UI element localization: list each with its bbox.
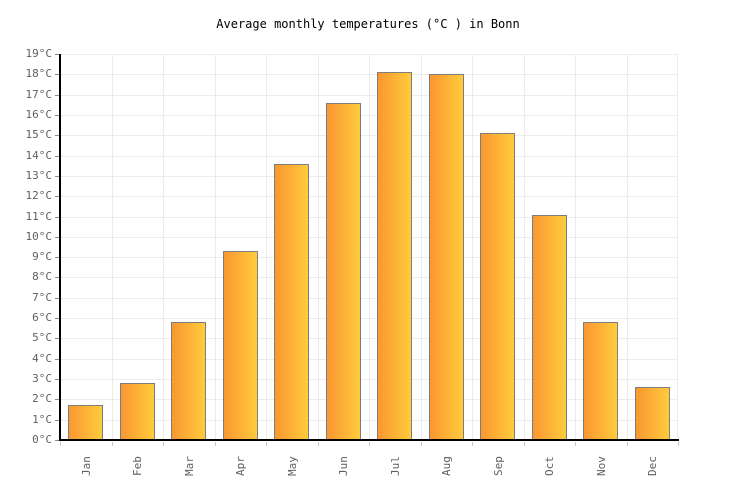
x-axis-tick	[626, 442, 628, 446]
x-axis-tick	[163, 442, 164, 446]
y-axis-tick-label: 14°C	[25, 148, 53, 162]
x-axis-label-jun: Jun	[336, 456, 350, 476]
y-axis-tick-label: 3°C	[32, 372, 52, 386]
y-axis-tick	[55, 216, 59, 218]
x-axis-tick	[678, 442, 679, 446]
gridline-vertical	[369, 54, 370, 440]
bar-feb	[119, 383, 155, 440]
gridline-vertical	[111, 54, 113, 440]
x-axis-tick	[111, 442, 113, 446]
y-axis-tick	[55, 135, 59, 137]
bar-nov	[583, 322, 619, 440]
gridline-vertical	[163, 54, 164, 440]
y-axis-tick	[55, 338, 59, 340]
y-axis-tick-label: 2°C	[32, 392, 52, 406]
y-axis-tick	[55, 277, 59, 279]
x-axis-tick	[317, 442, 319, 446]
x-axis-label-jul: Jul	[388, 456, 402, 476]
y-axis-tick	[55, 54, 59, 55]
y-axis-tick	[55, 257, 59, 259]
x-axis-label-mar: Mar	[182, 456, 196, 476]
y-axis-tick-label: 18°C	[25, 67, 53, 81]
y-axis-tick-label: 16°C	[25, 107, 53, 121]
bar-jun	[325, 102, 361, 440]
y-axis-tick	[55, 297, 59, 299]
y-axis-tick-label: 19°C	[25, 47, 53, 60]
x-axis-tick	[266, 442, 267, 446]
x-axis-tick	[472, 442, 473, 446]
bar-apr	[222, 251, 258, 440]
y-axis-tick	[55, 399, 59, 401]
x-axis-label-jan: Jan	[79, 456, 93, 476]
bar-sep	[480, 133, 516, 440]
x-axis-label-apr: Apr	[233, 456, 247, 476]
bar-may	[274, 163, 310, 440]
y-axis-tick	[55, 74, 59, 76]
gridline-vertical	[317, 54, 319, 440]
y-axis-tick	[55, 379, 59, 381]
y-axis-tick-label: 5°C	[32, 331, 52, 345]
y-axis-tick-label: 12°C	[25, 189, 53, 203]
gridline-vertical	[420, 54, 422, 440]
y-axis-tick	[55, 175, 59, 177]
y-axis-tick-label: 7°C	[32, 290, 52, 304]
x-axis-label-nov: Nov	[594, 456, 608, 476]
x-axis-tick	[523, 442, 525, 446]
x-axis-label-sep: Sep	[491, 456, 505, 476]
y-axis-tick	[55, 358, 59, 360]
y-axis-tick	[55, 236, 59, 238]
y-axis-tick-label: 4°C	[32, 351, 52, 365]
gridline-vertical	[266, 54, 267, 440]
x-axis-label-aug: Aug	[439, 456, 453, 476]
chart-title: Average monthly temperatures (°C ) in Bo…	[216, 17, 520, 31]
x-axis-tick	[214, 442, 216, 446]
y-axis-tick-label: 11°C	[25, 209, 53, 223]
y-axis-tick-label: 1°C	[32, 412, 52, 426]
bar-aug	[428, 74, 464, 440]
x-axis-line	[59, 439, 679, 441]
y-axis-tick-label: 17°C	[25, 87, 53, 101]
y-axis-tick	[55, 419, 59, 421]
y-axis-tick-label: 0°C	[32, 433, 52, 446]
y-axis-tick-label: 6°C	[32, 311, 52, 325]
y-axis-tick	[55, 94, 59, 96]
y-axis-tick	[55, 155, 59, 157]
x-axis-tick	[60, 442, 61, 446]
y-axis-line	[59, 54, 61, 441]
plot-area	[59, 54, 679, 441]
y-axis-tick-label: 9°C	[32, 250, 52, 264]
x-axis-label-oct: Oct	[542, 456, 556, 476]
x-axis-tick	[575, 442, 576, 446]
bar-mar	[171, 322, 207, 440]
bar-jan	[68, 405, 104, 440]
bar-jul	[377, 72, 413, 440]
x-axis-label-may: May	[285, 456, 299, 476]
y-axis-tick	[55, 196, 59, 198]
bar-oct	[531, 214, 567, 440]
y-axis-tick	[55, 318, 59, 320]
gridline-vertical	[575, 54, 576, 440]
gridline-vertical	[214, 54, 216, 440]
x-axis-label-feb: Feb	[130, 456, 144, 476]
gridline-vertical	[523, 54, 525, 440]
x-axis-tick	[420, 442, 422, 446]
x-axis-label-dec: Dec	[645, 456, 659, 476]
y-axis-tick-label: 15°C	[25, 128, 53, 142]
gridline-vertical	[472, 54, 473, 440]
gridline-vertical	[677, 54, 678, 440]
bar-dec	[634, 387, 670, 440]
y-axis-tick-label: 10°C	[25, 229, 53, 243]
y-axis-tick	[55, 440, 59, 441]
y-axis-tick	[55, 114, 59, 116]
x-axis-tick	[369, 442, 370, 446]
gridline-vertical	[626, 54, 628, 440]
y-axis-tick-label: 8°C	[32, 270, 52, 284]
y-axis-tick-label: 13°C	[25, 168, 53, 182]
